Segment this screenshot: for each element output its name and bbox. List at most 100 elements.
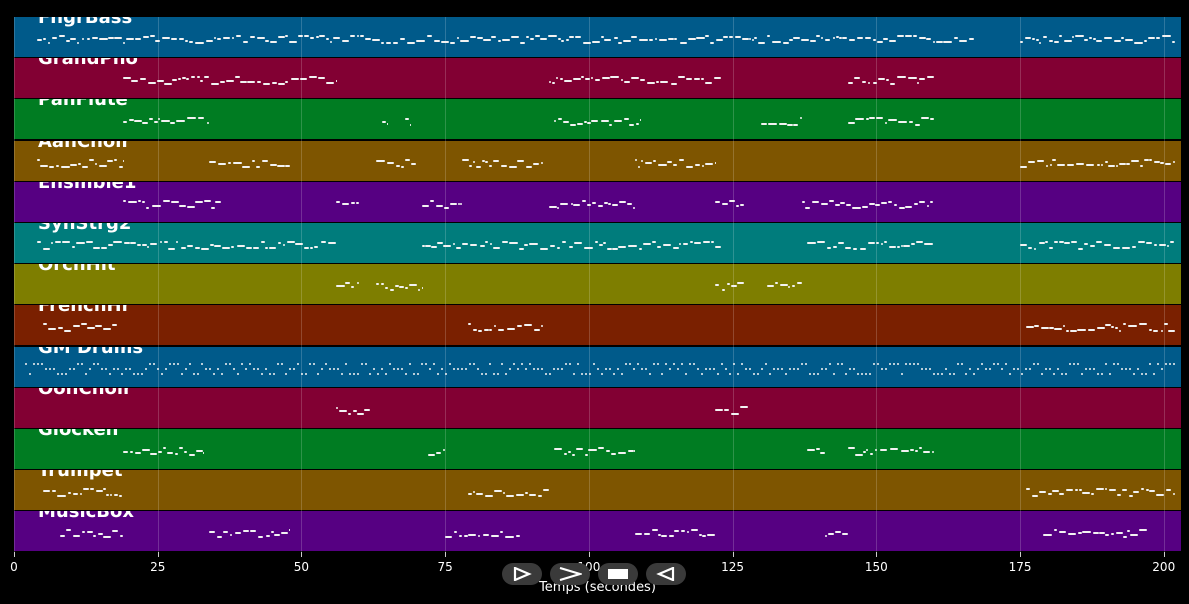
note — [575, 36, 581, 38]
note — [530, 38, 535, 40]
note — [1149, 362, 1152, 365]
note — [853, 248, 858, 250]
note — [441, 41, 449, 43]
note — [93, 535, 97, 538]
track-synstrg2[interactable]: SynStrg2 — [14, 223, 1181, 263]
note — [149, 35, 155, 37]
note — [899, 206, 905, 209]
note — [549, 372, 552, 375]
note — [58, 35, 66, 37]
note — [925, 367, 928, 370]
note — [113, 367, 116, 370]
note — [105, 367, 108, 370]
track-oohchoir[interactable]: OohChoir — [14, 387, 1181, 428]
note — [478, 330, 482, 333]
note — [520, 42, 526, 44]
note — [270, 163, 277, 166]
track-fngrbass[interactable]: FngrBass — [14, 17, 1181, 57]
track-ensmble1[interactable]: Ensmble1 — [14, 181, 1181, 222]
x-tick — [732, 552, 734, 557]
track-glocken[interactable]: Glocken — [14, 429, 1181, 469]
note — [1144, 158, 1149, 161]
note — [669, 367, 672, 370]
note — [129, 367, 132, 370]
note — [125, 38, 134, 40]
note — [862, 81, 867, 84]
x-axis: 0 25 50 75 100 125 150 175 200 Temps (secondes) — [10, 552, 1181, 604]
note — [502, 39, 511, 41]
note — [797, 282, 802, 285]
track-musicbox[interactable]: MusicBox — [14, 511, 1181, 552]
x-tick-label: 175 — [1008, 560, 1032, 574]
note — [222, 247, 231, 249]
note — [149, 118, 153, 121]
note — [1077, 362, 1080, 365]
note — [81, 38, 85, 40]
note — [721, 362, 724, 365]
note — [82, 488, 89, 491]
track-frenchhr[interactable]: FrenchHr — [14, 305, 1181, 346]
note — [435, 452, 442, 454]
note — [385, 372, 388, 375]
note — [223, 531, 229, 534]
note — [653, 362, 656, 365]
rewind-button[interactable] — [646, 563, 686, 585]
note — [435, 204, 443, 207]
note — [1153, 330, 1159, 333]
note — [935, 41, 943, 43]
note — [342, 202, 350, 205]
note — [875, 203, 881, 206]
note — [241, 362, 244, 365]
note — [973, 372, 976, 375]
track-panflute[interactable]: PanFlute — [14, 99, 1181, 140]
note — [1097, 372, 1100, 375]
note — [581, 372, 584, 375]
note — [1053, 529, 1058, 532]
note — [247, 81, 255, 84]
note — [270, 531, 274, 534]
note — [715, 284, 720, 287]
note — [469, 164, 473, 167]
note — [1141, 372, 1144, 375]
note — [813, 372, 816, 375]
stop-button[interactable] — [598, 563, 638, 585]
note — [364, 408, 371, 411]
note — [209, 531, 216, 534]
note — [1130, 159, 1140, 162]
fast-forward-button[interactable] — [550, 563, 590, 585]
note — [261, 372, 264, 375]
note — [195, 200, 204, 203]
note — [553, 367, 556, 370]
note — [1001, 367, 1004, 370]
note — [371, 39, 381, 41]
note — [1081, 492, 1091, 495]
note — [725, 367, 728, 370]
note — [593, 362, 596, 365]
note — [169, 362, 172, 365]
note — [299, 78, 308, 81]
note — [715, 200, 720, 203]
note — [526, 165, 532, 168]
note — [356, 35, 360, 37]
note — [568, 246, 574, 248]
track-aahchoir[interactable]: AahChoir — [14, 140, 1181, 181]
note — [1172, 160, 1176, 163]
play-button[interactable] — [502, 563, 542, 585]
note — [647, 82, 655, 85]
note — [761, 123, 767, 126]
note — [442, 449, 446, 451]
note — [1103, 244, 1112, 246]
track-orchhit[interactable]: OrchHit — [14, 264, 1181, 305]
note — [715, 408, 724, 411]
note — [1033, 248, 1037, 250]
note — [186, 78, 190, 81]
note — [801, 200, 805, 203]
note — [47, 42, 51, 44]
note — [888, 40, 897, 42]
note — [462, 158, 469, 161]
track-trumpet[interactable]: Trumpet — [14, 470, 1181, 511]
note — [422, 245, 426, 247]
track-gm-drums[interactable]: GM Drums — [14, 346, 1181, 387]
note — [404, 118, 410, 121]
track-grandpno[interactable]: GrandPno — [14, 58, 1181, 99]
